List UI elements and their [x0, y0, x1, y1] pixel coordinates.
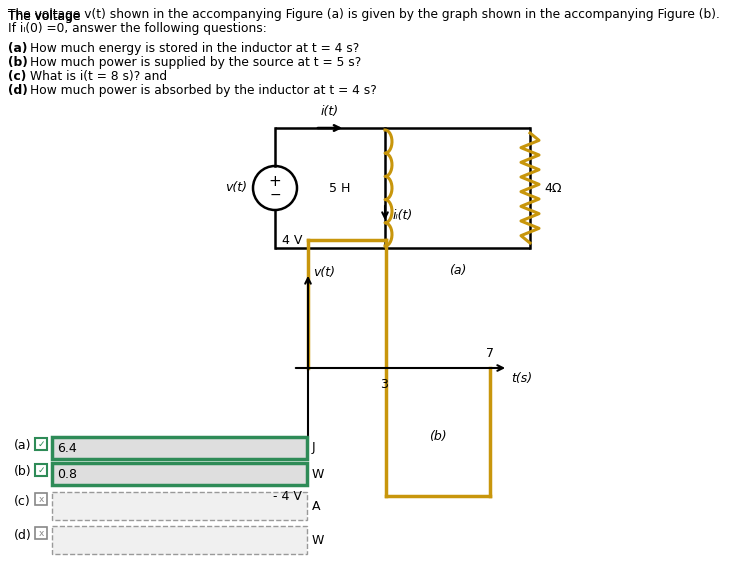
Text: A: A: [312, 500, 321, 512]
Text: (d): (d): [14, 529, 32, 543]
Text: ✓: ✓: [37, 439, 45, 449]
Text: 5 H: 5 H: [329, 182, 350, 194]
Text: +: +: [269, 175, 281, 190]
Bar: [35, 464, 47, 476]
Text: 7: 7: [486, 347, 494, 360]
Text: W: W: [312, 533, 324, 547]
Text: (b): (b): [429, 430, 447, 443]
Bar: [35, 527, 47, 539]
Text: How much energy is stored in the inductor at t = 4 s?: How much energy is stored in the inducto…: [30, 42, 359, 55]
Text: (b): (b): [8, 56, 32, 69]
Text: x: x: [38, 494, 44, 504]
Text: (c): (c): [14, 496, 31, 508]
Bar: [35, 438, 47, 450]
Text: v(t): v(t): [313, 266, 335, 279]
Text: How much power is supplied by the source at t = 5 s?: How much power is supplied by the source…: [30, 56, 361, 69]
Text: (a): (a): [8, 42, 32, 55]
Text: (a): (a): [14, 438, 32, 452]
Text: v(t): v(t): [225, 182, 247, 194]
Text: 0.8: 0.8: [57, 468, 77, 481]
Text: (b): (b): [14, 465, 32, 477]
Text: How much power is absorbed by the inductor at t = 4 s?: How much power is absorbed by the induct…: [30, 84, 377, 97]
Text: ✓: ✓: [37, 465, 45, 474]
Text: 4Ω: 4Ω: [544, 182, 562, 194]
Text: x: x: [38, 528, 44, 537]
Text: i(t): i(t): [321, 105, 339, 119]
Text: What is i(t = 8 s)? and: What is i(t = 8 s)? and: [30, 70, 167, 83]
Text: 3: 3: [380, 378, 388, 391]
Text: The voltage v(t) shown in the accompanying Figure (a) is given by the graph show: The voltage v(t) shown in the accompanyi…: [8, 8, 720, 21]
Text: (c): (c): [8, 70, 31, 83]
Text: 6.4: 6.4: [57, 442, 77, 454]
Text: iₗ(t): iₗ(t): [393, 209, 413, 222]
Text: The voltage: The voltage: [8, 10, 84, 23]
Bar: [52, 526, 307, 554]
Text: J: J: [312, 442, 316, 454]
Text: −: −: [269, 188, 281, 202]
Text: The voltage: The voltage: [8, 10, 84, 23]
Text: 4 V: 4 V: [282, 234, 302, 246]
Text: If iₗ(0) =0, answer the following questions:: If iₗ(0) =0, answer the following questi…: [8, 22, 266, 35]
Text: W: W: [312, 468, 324, 481]
Bar: [52, 492, 307, 520]
Text: t(s): t(s): [511, 372, 532, 385]
Text: - 4 V: - 4 V: [273, 489, 302, 503]
Text: (a): (a): [448, 264, 466, 277]
Bar: [52, 437, 307, 459]
Text: (d): (d): [8, 84, 32, 97]
Bar: [35, 493, 47, 505]
Bar: [52, 463, 307, 485]
